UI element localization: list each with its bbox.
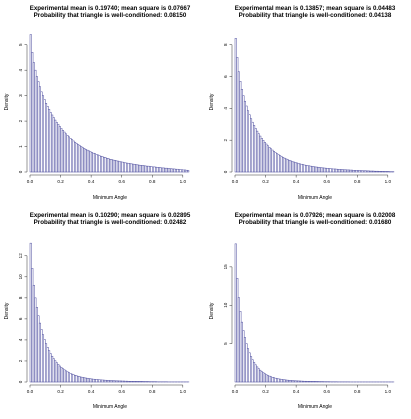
y-tick-label: 4 <box>223 107 228 110</box>
chart-title-line: Experimental mean is 0.10290; mean squar… <box>30 212 191 219</box>
y-axis-label: Density <box>209 93 215 110</box>
x-axis-label: Minimum Angle <box>298 195 332 201</box>
x-axis-label: Minimum Angle <box>93 195 127 201</box>
x-tick-label: 0.0 <box>232 389 239 394</box>
y-tick-label: 8 <box>223 43 228 46</box>
chart-title-line: Probability that triangle is well-condit… <box>34 12 187 19</box>
y-tick-label: 3 <box>18 94 23 97</box>
y-tick-label: 4 <box>18 338 23 341</box>
x-tick-label: 0.6 <box>323 389 330 394</box>
histogram-panel-2: Experimental mean is 0.13857; mean squar… <box>209 5 396 201</box>
x-tick-label: 0.0 <box>27 179 34 184</box>
histogram-bar <box>187 170 190 173</box>
y-tick-label: 8 <box>18 296 23 299</box>
chart-title-line: Experimental mean is 0.13857; mean squar… <box>235 5 396 12</box>
x-tick-label: 0.0 <box>232 179 239 184</box>
histogram-panel-3: Experimental mean is 0.10290; mean squar… <box>4 212 191 410</box>
x-tick-label: 0.2 <box>262 179 269 184</box>
y-tick-label: 6 <box>223 75 228 78</box>
y-tick-label: 0 <box>18 380 23 383</box>
x-tick-label: 1.0 <box>385 389 392 394</box>
y-tick-label: 0 <box>18 170 23 173</box>
x-tick-label: 0.4 <box>293 389 300 394</box>
histogram-panel-4: Experimental mean is 0.07926; mean squar… <box>209 212 396 410</box>
chart-title-line: Experimental mean is 0.19740; mean squar… <box>30 5 191 12</box>
chart-title-line: Experimental mean is 0.07926; mean squar… <box>235 212 396 219</box>
y-tick-label: 2 <box>18 119 23 122</box>
y-tick-label: 15 <box>223 264 228 270</box>
x-tick-label: 0.6 <box>323 179 330 184</box>
x-tick-label: 0.6 <box>118 389 125 394</box>
x-tick-label: 0.8 <box>149 179 156 184</box>
histogram-bars <box>234 38 395 173</box>
x-tick-label: 0.2 <box>262 389 269 394</box>
x-tick-label: 0.8 <box>149 389 156 394</box>
x-tick-label: 1.0 <box>180 179 187 184</box>
x-tick-label: 0.2 <box>57 389 64 394</box>
y-tick-label: 10 <box>223 302 228 308</box>
x-tick-label: 1.0 <box>180 389 187 394</box>
y-tick-label: 5 <box>18 43 23 46</box>
histogram-panel-1: Experimental mean is 0.19740; mean squar… <box>4 5 191 201</box>
x-tick-label: 0.4 <box>88 179 95 184</box>
chart-title-line: Probability that triangle is well-condit… <box>239 12 392 19</box>
y-axis-label: Density <box>4 302 10 319</box>
y-tick-label: 1 <box>18 145 23 148</box>
y-axis-label: Density <box>4 93 10 110</box>
histogram-bars <box>29 242 190 383</box>
y-tick-label: 2 <box>223 138 228 141</box>
y-axis-label: Density <box>209 302 215 319</box>
x-tick-label: 0.8 <box>354 179 361 184</box>
y-tick-label: 4 <box>18 68 23 71</box>
x-tick-label: 0.8 <box>354 389 361 394</box>
chart-title-line: Probability that triangle is well-condit… <box>34 219 187 226</box>
y-tick-label: 5 <box>223 342 228 345</box>
x-tick-label: 0.4 <box>293 179 300 184</box>
y-tick-label: 10 <box>18 274 23 280</box>
y-tick-label: 2 <box>18 359 23 362</box>
histogram-bars <box>234 243 395 383</box>
x-tick-label: 1.0 <box>385 179 392 184</box>
chart-title-line: Probability that triangle is well-condit… <box>239 219 392 226</box>
x-tick-label: 0.4 <box>88 389 95 394</box>
histogram-bars <box>29 34 190 173</box>
x-axis-label: Minimum Angle <box>93 404 127 410</box>
y-tick-label: 0 <box>223 170 228 173</box>
y-tick-label: 6 <box>18 317 23 320</box>
x-tick-label: 0.0 <box>27 389 34 394</box>
x-tick-label: 0.6 <box>118 179 125 184</box>
x-axis-label: Minimum Angle <box>298 404 332 410</box>
y-tick-label: 12 <box>18 253 23 259</box>
x-tick-label: 0.2 <box>57 179 64 184</box>
